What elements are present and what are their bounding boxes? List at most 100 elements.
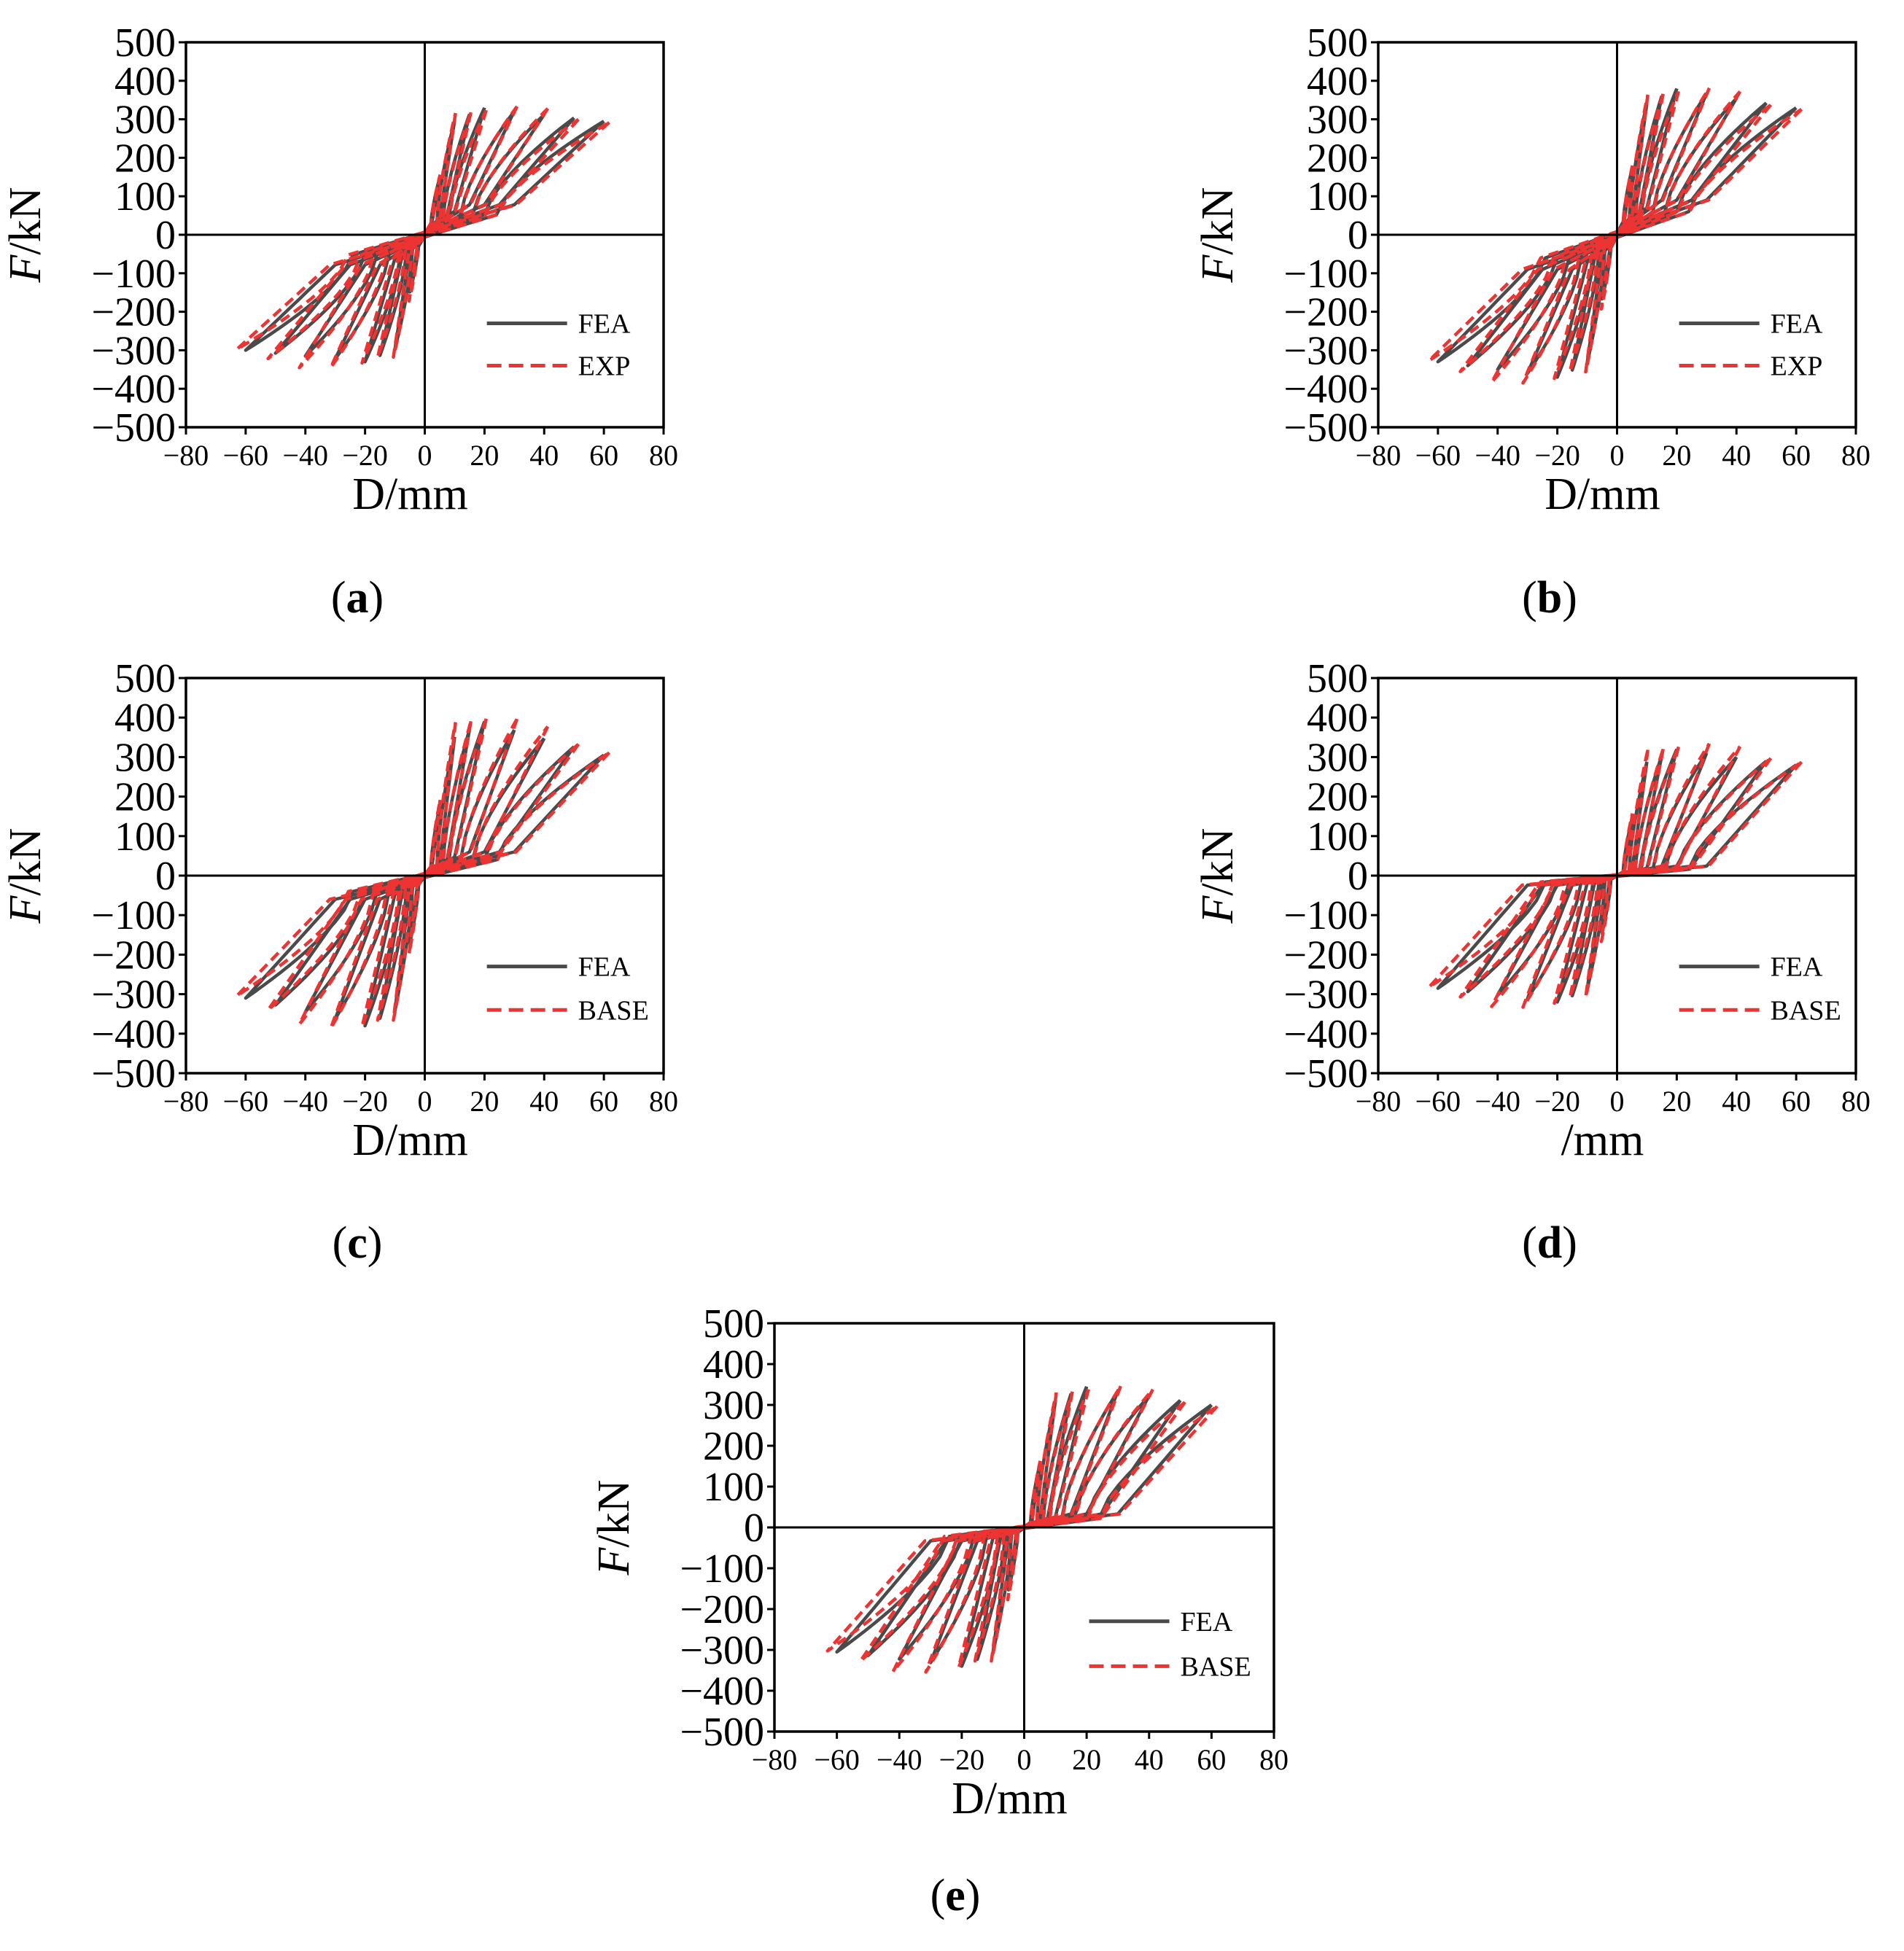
y-axis-title: F/kN [1193,828,1243,924]
x-tick-label: 20 [470,1085,499,1118]
y-tick-label: −300 [91,973,176,1018]
y-tick-label: −500 [1283,1051,1368,1097]
y-tick-label: 500 [114,656,176,701]
x-tick-label: 80 [649,439,678,472]
x-tick-label: 0 [418,1085,432,1118]
x-tick-label: 0 [1610,439,1625,472]
y-tick-label: 300 [1307,98,1368,143]
y-tick-label: 400 [114,696,176,741]
y-tick-label: −400 [680,1669,764,1714]
y-axis-title: F/kN [1193,187,1243,284]
x-tick-label: −60 [223,439,269,472]
x-axis-title: D/mm [352,1115,467,1165]
y-tick-label: −100 [91,893,176,938]
y-tick-label: 0 [155,213,176,258]
y-tick-label: 100 [114,814,176,860]
y-tick-label: −500 [91,405,176,451]
x-tick-label: −20 [342,1085,388,1118]
legend-label-comparison: EXP [578,351,631,382]
chart-panel-b: 5004003002001000−100−200−300−400−500−80−… [1193,20,1870,519]
y-tick-label: −400 [1283,367,1368,412]
plot-area [1427,742,1803,1009]
comparison-loop [376,720,473,1022]
legend-label-fea: FEA [1771,952,1823,983]
x-tick-label: 40 [1722,439,1751,472]
y-tick-label: −200 [1283,932,1368,978]
x-tick-label: −40 [282,1085,328,1118]
x-tick-label: 20 [1662,1085,1691,1118]
y-tick-label: −500 [91,1051,176,1097]
x-tick-label: −60 [814,1743,860,1776]
y-tick-label: 500 [1307,656,1368,701]
y-tick-label: −100 [1283,252,1368,297]
x-tick-label: −60 [1415,439,1461,472]
y-tick-label: −400 [91,367,176,412]
x-tick-label: −20 [342,439,388,472]
plot-area [235,717,611,1030]
y-tick-label: −200 [91,290,176,335]
y-tick-label: −300 [91,328,176,373]
x-tick-label: 80 [1841,1085,1870,1118]
plot-area [235,105,610,370]
y-tick-label: 0 [1348,213,1368,258]
y-tick-label: 500 [114,20,176,66]
legend-label-fea: FEA [578,308,631,339]
x-tick-label: −40 [1474,439,1520,472]
x-axis-title: /mm [1561,1115,1644,1165]
x-tick-label: 60 [1781,1085,1811,1118]
legend: FEA EXP [1679,308,1823,382]
panel-label-c: (c) [333,1218,383,1268]
x-tick-label: −40 [282,439,328,472]
y-tick-label: −200 [1283,290,1368,335]
y-tick-label: 300 [114,735,176,780]
panel-label-e: (e) [930,1871,981,1920]
x-tick-label: 80 [1841,439,1870,472]
legend: FEA EXP [486,308,631,382]
plot-area [825,1385,1219,1674]
legend-label-fea: FEA [1181,1607,1233,1637]
x-tick-label: −80 [163,1085,209,1118]
comparison-loop [1427,108,1803,362]
y-tick-label: 500 [703,1301,764,1347]
legend-label-comparison: EXP [1771,351,1823,382]
y-tick-label: 200 [1307,775,1368,820]
comparison-loop [1427,760,1803,989]
legend-label-fea: FEA [1771,308,1823,339]
comparison-loop [825,1405,1219,1653]
comparison-loop [891,1388,1154,1674]
y-tick-label: −100 [91,252,176,297]
panel-label-d: (d) [1522,1218,1577,1268]
x-tick-label: 60 [1781,439,1811,472]
y-tick-label: 300 [1307,735,1368,780]
legend-label-comparison: BASE [1181,1651,1251,1682]
y-tick-label: 400 [703,1342,764,1387]
y-tick-label: −400 [1283,1012,1368,1057]
legend-label-fea: FEA [578,952,631,983]
chart-panel-d: 5004003002001000−100−200−300−400−500−80−… [1193,656,1870,1165]
y-tick-label: 100 [703,1465,764,1510]
chart-panel-e: 5004003002001000−100−200−300−400−500−80−… [589,1301,1289,1823]
y-tick-label: −500 [1283,405,1368,451]
x-tick-label: 40 [1722,1085,1751,1118]
comparison-loop [298,107,550,370]
y-axis-title: F/kN [1,187,50,284]
y-tick-label: 400 [1307,696,1368,741]
x-tick-label: 40 [529,439,559,472]
y-tick-label: −200 [91,932,176,978]
legend: FEA BASE [486,952,649,1026]
y-tick-label: 0 [155,854,176,899]
panel-label-a: (a) [331,573,384,623]
x-tick-label: −80 [1356,1085,1402,1118]
y-tick-label: −300 [1283,328,1368,373]
x-tick-label: 80 [649,1085,678,1118]
x-tick-label: 0 [418,439,432,472]
x-tick-label: 0 [1017,1743,1032,1776]
y-tick-label: 100 [1307,814,1368,860]
y-tick-label: −500 [680,1710,764,1755]
x-axis-title: D/mm [352,470,467,519]
x-tick-label: 20 [1662,439,1691,472]
x-axis-title: D/mm [1544,470,1660,519]
x-tick-label: −60 [1415,1085,1461,1118]
y-tick-label: 200 [1307,136,1368,181]
